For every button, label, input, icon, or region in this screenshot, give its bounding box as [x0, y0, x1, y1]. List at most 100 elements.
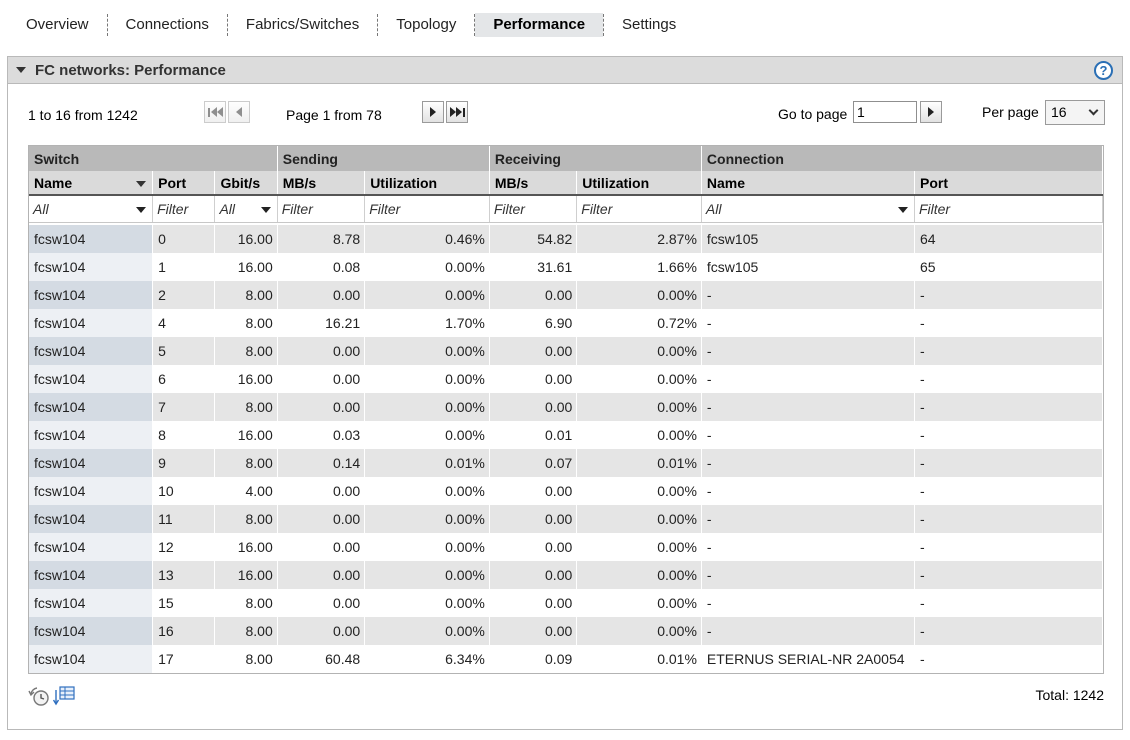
col-switch-name[interactable]: Name — [29, 171, 154, 196]
table-row[interactable]: fcsw104 11 8.00 0.00 0.00% 0.00 0.00% - - — [29, 505, 1104, 533]
tab-settings[interactable]: Settings — [622, 16, 677, 33]
cell-receiving-mbs: 0.00 — [489, 365, 578, 393]
cell-gbits: 8.00 — [214, 449, 278, 477]
filter-sending-utilization[interactable]: Filter — [364, 195, 490, 223]
filter-receiving-utilization[interactable]: Filter — [576, 195, 702, 223]
cell-sending-utilization: 0.46% — [364, 225, 490, 253]
cell-connection-name: fcsw105 — [701, 253, 915, 281]
goto-page-label: Go to page — [778, 106, 848, 122]
cell-sending-utilization: 0.00% — [364, 477, 490, 505]
cell-receiving-mbs: 6.90 — [489, 309, 578, 337]
goto-page-button[interactable] — [920, 101, 942, 123]
first-page-button[interactable] — [204, 101, 226, 123]
help-icon[interactable]: ? — [1094, 61, 1113, 80]
table-row[interactable]: fcsw104 15 8.00 0.00 0.00% 0.00 0.00% - - — [29, 589, 1104, 617]
table-row[interactable]: fcsw104 2 8.00 0.00 0.00% 0.00 0.00% - - — [29, 281, 1104, 309]
cell-gbits: 8.00 — [214, 589, 278, 617]
cell-receiving-mbs: 0.00 — [489, 281, 578, 309]
tab-connections[interactable]: Connections — [125, 16, 209, 33]
next-page-button[interactable] — [422, 101, 444, 123]
filter-connection-port[interactable]: Filter — [914, 195, 1104, 223]
table-row[interactable]: fcsw104 4 8.00 16.21 1.70% 6.90 0.72% - - — [29, 309, 1104, 337]
filter-receiving-mbs[interactable]: Filter — [489, 195, 578, 223]
cell-connection-name: ETERNUS SERIAL-NR 2A0054 — [701, 645, 915, 673]
cell-sending-utilization: 0.00% — [364, 505, 490, 533]
last-page-button[interactable] — [446, 101, 468, 123]
cell-sending-utilization: 0.00% — [364, 561, 490, 589]
table-row[interactable]: fcsw104 9 8.00 0.14 0.01% 0.07 0.01% - - — [29, 449, 1104, 477]
cell-sending-utilization: 0.00% — [364, 365, 490, 393]
panel-header: FC networks: Performance ? — [8, 57, 1122, 84]
main-tabs: Overview Connections Fabrics/Switches To… — [8, 13, 694, 37]
group-sending: Sending — [277, 146, 490, 171]
table-row[interactable]: fcsw104 1 16.00 0.08 0.00% 31.61 1.66% fcsw105 6… — [29, 253, 1104, 281]
cell-switch-name: fcsw104 — [29, 225, 154, 253]
tab-divider — [474, 14, 476, 36]
col-receiving-mbs[interactable]: MB/s — [489, 171, 578, 196]
cell-sending-mbs: 8.78 — [277, 225, 366, 253]
table-row[interactable]: fcsw104 8 16.00 0.03 0.00% 0.01 0.00% - - — [29, 421, 1104, 449]
tab-performance[interactable]: Performance — [475, 13, 604, 37]
cell-gbits: 8.00 — [214, 505, 278, 533]
cell-gbits: 16.00 — [214, 533, 278, 561]
sort-desc-icon — [136, 181, 147, 187]
col-switch-port[interactable]: Port — [152, 171, 216, 196]
cell-receiving-mbs: 31.61 — [489, 253, 578, 281]
cell-receiving-utilization: 0.00% — [576, 561, 702, 589]
cell-switch-name: fcsw104 — [29, 421, 154, 449]
cell-connection-port: - — [914, 449, 1104, 477]
col-receiving-utilization[interactable]: Utilization — [576, 171, 702, 196]
table-row[interactable]: fcsw104 12 16.00 0.00 0.00% 0.00 0.00% - - — [29, 533, 1104, 561]
table-row[interactable]: fcsw104 7 8.00 0.00 0.00% 0.00 0.00% - - — [29, 393, 1104, 421]
cell-receiving-mbs: 0.00 — [489, 617, 578, 645]
filter-connection-name[interactable]: All — [701, 195, 915, 223]
cell-connection-name: - — [701, 365, 915, 393]
filter-switch-port[interactable]: Filter — [152, 195, 216, 223]
filter-gbits[interactable]: All — [214, 195, 278, 223]
table-row[interactable]: fcsw104 16 8.00 0.00 0.00% 0.00 0.00% - - — [29, 617, 1104, 645]
col-gbits[interactable]: Gbit/s — [214, 171, 278, 196]
group-switch: Switch — [29, 146, 278, 171]
cell-receiving-utilization: 0.00% — [576, 365, 702, 393]
page-info: Page 1 from 78 — [286, 107, 382, 123]
filter-switch-name[interactable]: All — [29, 195, 154, 223]
cell-connection-name: - — [701, 393, 915, 421]
table-row[interactable]: fcsw104 13 16.00 0.00 0.00% 0.00 0.00% - - — [29, 561, 1104, 589]
cell-receiving-utilization: 0.00% — [576, 421, 702, 449]
collapse-arrow-icon[interactable] — [16, 67, 26, 73]
tab-topology[interactable]: Topology — [396, 16, 457, 33]
table-row[interactable]: fcsw104 6 16.00 0.00 0.00% 0.00 0.00% - - — [29, 365, 1104, 393]
cell-sending-utilization: 0.00% — [364, 393, 490, 421]
col-sending-mbs[interactable]: MB/s — [277, 171, 366, 196]
cell-receiving-utilization: 1.66% — [576, 253, 702, 281]
cell-gbits: 8.00 — [214, 337, 278, 365]
first-page-icon — [207, 107, 210, 117]
cell-switch-port: 11 — [152, 505, 216, 533]
goto-page-input[interactable] — [853, 101, 917, 123]
table-row[interactable]: fcsw104 0 16.00 8.78 0.46% 54.82 2.87% fcsw105 6… — [29, 225, 1104, 253]
export-table-icon[interactable] — [52, 684, 78, 708]
table-row[interactable]: fcsw104 5 8.00 0.00 0.00% 0.00 0.00% - - — [29, 337, 1104, 365]
tab-fabrics-switches[interactable]: Fabrics/Switches — [245, 16, 360, 33]
table-body: fcsw104 0 16.00 8.78 0.46% 54.82 2.87% fcsw105 6… — [29, 225, 1104, 673]
previous-page-button[interactable] — [228, 101, 250, 123]
col-connection-port[interactable]: Port — [914, 171, 1104, 196]
cell-receiving-mbs: 0.00 — [489, 393, 578, 421]
cell-connection-port: - — [914, 533, 1104, 561]
col-sending-utilization[interactable]: Utilization — [364, 171, 490, 196]
per-page-select[interactable]: 16 — [1045, 100, 1105, 125]
cell-connection-name: - — [701, 561, 915, 589]
table-row[interactable]: fcsw104 17 8.00 60.48 6.34% 0.09 0.01% ETERNUS … — [29, 645, 1104, 673]
cell-sending-utilization: 6.34% — [364, 645, 490, 673]
refresh-clock-icon[interactable] — [26, 684, 52, 708]
cell-switch-name: fcsw104 — [29, 617, 154, 645]
filter-sending-mbs[interactable]: Filter — [277, 195, 366, 223]
table-row[interactable]: fcsw104 10 4.00 0.00 0.00% 0.00 0.00% - - — [29, 477, 1104, 505]
cell-sending-mbs: 60.48 — [277, 645, 366, 673]
cell-switch-name: fcsw104 — [29, 533, 154, 561]
col-connection-name[interactable]: Name — [701, 171, 915, 196]
tab-overview[interactable]: Overview — [26, 16, 89, 33]
cell-sending-mbs: 0.00 — [277, 589, 366, 617]
cell-receiving-utilization: 0.01% — [576, 645, 702, 673]
cell-sending-mbs: 0.14 — [277, 449, 366, 477]
